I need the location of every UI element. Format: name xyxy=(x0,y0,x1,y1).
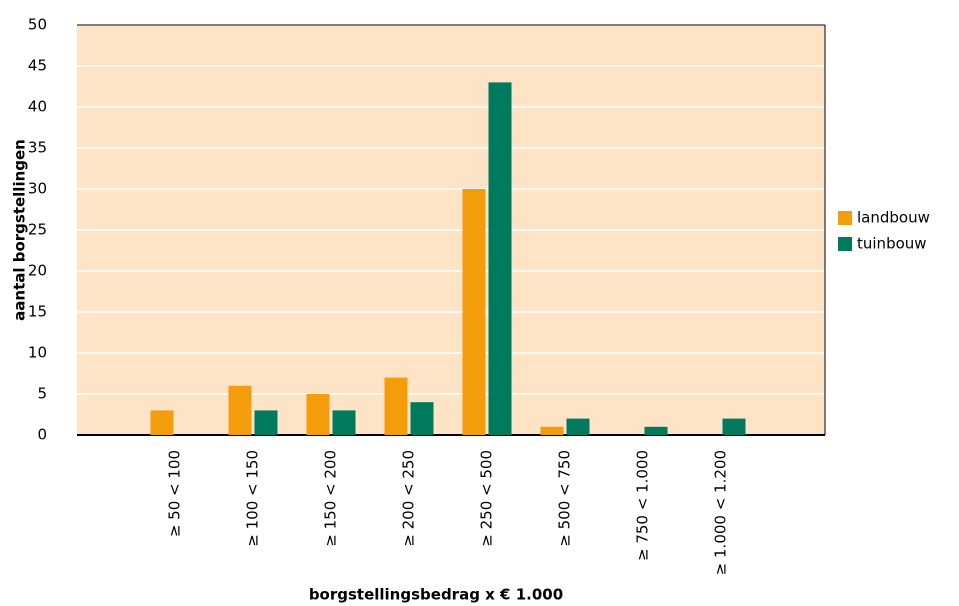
bar xyxy=(644,426,668,435)
bar xyxy=(540,426,564,435)
bar xyxy=(150,410,174,435)
y-tick-label: 35 xyxy=(28,139,47,157)
bar xyxy=(306,394,330,435)
bar xyxy=(722,418,746,435)
bar xyxy=(462,189,486,435)
bar xyxy=(228,385,252,435)
x-tick-label: ≥ 50 < 100 xyxy=(166,450,184,537)
y-tick-label: 15 xyxy=(28,303,47,321)
y-tick-label: 5 xyxy=(37,385,47,403)
x-tick-label: ≥ 250 < 500 xyxy=(478,450,496,547)
x-tick-label: ≥ 750 < 1.000 xyxy=(634,450,652,561)
x-tick-label: ≥ 1.000 < 1.200 xyxy=(712,450,730,575)
bar xyxy=(488,82,512,436)
y-tick-label: 0 xyxy=(37,426,47,444)
bar xyxy=(566,418,590,435)
bar xyxy=(410,402,434,435)
y-tick-label: 10 xyxy=(28,344,47,362)
y-tick-label: 40 xyxy=(28,98,47,116)
y-tick-label: 45 xyxy=(28,57,47,75)
y-tick-label: 30 xyxy=(28,180,47,198)
bar xyxy=(384,377,408,435)
bar xyxy=(332,410,356,435)
x-axis-title: borgstellingsbedrag x € 1.000 xyxy=(309,586,563,604)
y-tick-label: 20 xyxy=(28,262,47,280)
x-tick-label: ≥ 100 < 150 xyxy=(244,450,262,547)
x-tick-label: ≥ 500 < 750 xyxy=(556,450,574,547)
legend-swatch xyxy=(838,211,852,225)
x-tick-label: ≥ 150 < 200 xyxy=(322,450,340,547)
y-tick-label: 50 xyxy=(28,16,47,34)
legend-swatch xyxy=(838,237,852,251)
x-tick-label: ≥ 200 < 250 xyxy=(400,450,418,547)
bar xyxy=(254,410,278,435)
y-axis-title: aantal borgstellingen xyxy=(11,139,29,321)
legend-label: tuinbouw xyxy=(857,235,927,253)
legend-label: landbouw xyxy=(857,209,930,227)
y-tick-label: 25 xyxy=(28,221,47,239)
